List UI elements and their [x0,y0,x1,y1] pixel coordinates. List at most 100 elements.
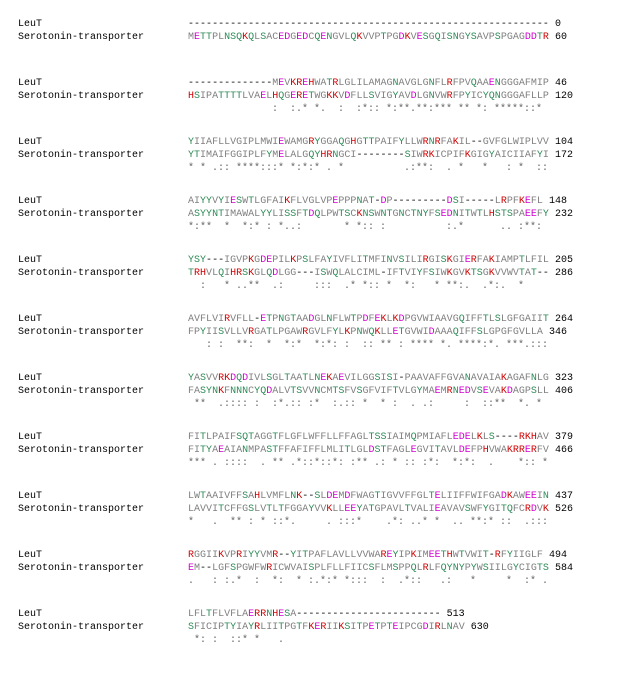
consensus-symbols: *: : ::* * . [188,634,452,647]
sequence-residues: FITLPAIFSQTAGGTFLGFLWFFLLFFAGLTSSIAIMQPM… [188,431,573,444]
sequence-name: LeuT [18,608,188,621]
consensus-row: *: : ::* * . [18,634,608,647]
sequence-residues: TRHVLQIHRSKGLQDLGG---ISWQLALCIML-IFTVIYF… [188,267,573,280]
sequence-name: Serotonin-transporter [18,267,188,280]
sequence-row: Serotonin-transporterEM--LGFSPGWFWRICWVA… [18,562,608,575]
alignment-block: LeuT------------------------------------… [18,18,608,57]
sequence-row: LeuTYSY---IGVPKGDEPILKPSLFAYIVFLITMFINVS… [18,254,608,267]
sequence-row: Serotonin-transporterFASYNKFNNNCYQDALVTS… [18,385,608,398]
consensus-symbols: * * .:: ****:::* *:*:* . * .:**: . * * :… [188,162,548,175]
sequence-residues: YIIAFLLVGIPLMWIEWAMGRYGGAQGHGTTPAIFYLLWR… [188,136,573,149]
sequence-residues: AIYYVYIESWTLGFAIKFLVGLVPEPPPNAT-DP------… [188,195,567,208]
sequence-row: Serotonin-transporterTRHVLQIHRSKGLQDLGG-… [18,267,608,280]
consensus-row: : : **: * *:* *:*: : :: ** : **** *. ***… [18,339,608,352]
sequence-residues: LFLTFLVFLAERRNHESA----------------------… [188,608,465,621]
sequence-residues: AVFLVIRVFLL-ETPNGTAADGLNFLWTPDFEKLKDPGVW… [188,313,573,326]
consensus-row: * * .:: ****:::* *:*:* . * .:**: . * * :… [18,162,608,175]
sequence-name: Serotonin-transporter [18,503,188,516]
sequence-row: LeuTLWTAAIVFFSAHLVMFLNK--SLDEMDFWAGTIGVV… [18,490,608,503]
consensus-symbols: : :.* *. : :*:: *:**.**:*** ** *: *****:… [188,103,542,116]
sequence-name: Serotonin-transporter [18,444,188,457]
sequence-residues: YTIMAIFGGIPLFYMELALGQYHRNGCI--------SIWR… [188,149,573,162]
sequence-name: Serotonin-transporter [18,385,188,398]
sequence-name: LeuT [18,313,188,326]
sequence-name: LeuT [18,195,188,208]
sequence-residues: LWTAAIVFFSAHLVMFLNK--SLDEMDFWAGTIGVVFFGL… [188,490,573,503]
sequence-name: LeuT [18,431,188,444]
alignment-block: LeuTYSY---IGVPKGDEPILKPSLFAYIVFLITMFINVS… [18,254,608,293]
sequence-row: LeuT--------------MEVKREHWATRLGLILAMAGNA… [18,77,608,90]
sequence-name: LeuT [18,136,188,149]
consensus-row [18,44,608,57]
sequence-residues: LAVVITCFFGSLVTLTFGGAYVVKLLEEYATGPAVLTVAL… [188,503,573,516]
consensus-row: * . ** : * ::*. . :::* .*: ..* * .. **:*… [18,516,608,529]
sequence-name: Serotonin-transporter [18,149,188,162]
consensus-row: : :.* *. : :*:: *:**.**:*** ** *: *****:… [18,103,608,116]
alignment-block: LeuT--------------MEVKREHWATRLGLILAMAGNA… [18,77,608,116]
sequence-row: LeuT------------------------------------… [18,18,608,31]
consensus-symbols: * . ** : * ::*. . :::* .*: ..* * .. **:*… [188,516,554,529]
sequence-row: Serotonin-transporterASYYNTIMAWALYYLISSF… [18,208,608,221]
consensus-row: ** .:::: : :*.:: :* :.:: * * : . .: : ::… [18,398,608,411]
consensus-row: *:** * *:* : *..: * *:: : :.* .. :**: [18,221,608,234]
sequence-residues: FPYIISVLLVRGATLPGAWRGVLFYLKPNWQKLLETGVWI… [188,326,567,339]
alignment-block: LeuTLFLTFLVFLAERRNHESA------------------… [18,608,608,647]
sequence-name: Serotonin-transporter [18,31,188,44]
consensus-row: . : :.* : *: * :.*:* *::: : .*:: .: * * … [18,575,608,588]
consensus-row: : * ..** .: ::: .* *:: * *: * **:. .*:. … [18,280,608,293]
alignment-block: LeuTAIYYVYIESWTLGFAIKFLVGLVPEPPPNAT-DP--… [18,195,608,234]
consensus-row: *** . :::: . ** .*::*::*: :** .: * :: :*… [18,457,608,470]
sequence-row: Serotonin-transporterHSIPATTTTLVAELHQGER… [18,90,608,103]
consensus-symbols: . : :.* : *: * :.*:* *::: : .*:: .: * * … [188,575,548,588]
alignment-block: LeuTRGGIIKVPRIYYVMR--YITPAFLAVLLVVWAREYI… [18,549,608,588]
sequence-name: LeuT [18,18,188,31]
alignment-block: LeuTYIIAFLLVGIPLMWIEWAMGRYGGAQGHGTTPAIFY… [18,136,608,175]
sequence-residues: EM--LGFSPGWFWRICWVAISPLFLLFIICSFLMSPPQLR… [188,562,573,575]
sequence-row: Serotonin-transporterFPYIISVLLVRGATLPGAW… [18,326,608,339]
sequence-residues: FASYNKFNNNCYQDALVTSVVNCMTSFVSGFVIFTVLGYM… [188,385,573,398]
alignment-block: LeuTAVFLVIRVFLL-ETPNGTAADGLNFLWTPDFEKLKD… [18,313,608,352]
sequence-name: LeuT [18,77,188,90]
sequence-row: Serotonin-transporterLAVVITCFFGSLVTLTFGG… [18,503,608,516]
consensus-symbols: *:** * *:* : *..: * *:: : :.* .. :**: [188,221,548,234]
sequence-residues: FITYAEAIANMPASTFFAFIFFLMLITLGLDSTFAGLEGV… [188,444,573,457]
sequence-name: LeuT [18,372,188,385]
sequence-name: LeuT [18,254,188,267]
consensus-symbols: : * ..** .: ::: .* *:: * *: * **:. .*:. … [188,280,548,293]
sequence-residues: RGGIIKVPRIYYVMR--YITPAFLAVLLVVWAREYIPKIM… [188,549,567,562]
sequence-row: LeuTAVFLVIRVFLL-ETPNGTAADGLNFLWTPDFEKLKD… [18,313,608,326]
consensus-symbols [188,44,548,57]
sequence-name: Serotonin-transporter [18,90,188,103]
sequence-residues: HSIPATTTTLVAELHQGERETWGKKVDFLLSVIGYAVDLG… [188,90,573,103]
sequence-row: LeuTLFLTFLVFLAERRNHESA------------------… [18,608,608,621]
consensus-symbols: *** . :::: . ** .*::*::*: :** .: * :: :*… [188,457,548,470]
alignment-block: LeuTFITLPAIFSQTAGGTFLGFLWFFLLFFAGLTSSIAI… [18,431,608,470]
sequence-residues: ----------------------------------------… [188,18,561,31]
alignment-block: LeuTLWTAAIVFFSAHLVMFLNK--SLDEMDFWAGTIGVV… [18,490,608,529]
sequence-row: Serotonin-transporterFITYAEAIANMPASTFFAF… [18,444,608,457]
sequence-name: Serotonin-transporter [18,621,188,634]
sequence-row: LeuTAIYYVYIESWTLGFAIKFLVGLVPEPPPNAT-DP--… [18,195,608,208]
sequence-residues: --------------MEVKREHWATRLGLILAMAGNAVGLG… [188,77,567,90]
sequence-row: LeuTYASVVRKDQDIVLSGLTAATLNEKAEVILGGSISI-… [18,372,608,385]
sequence-row: Serotonin-transporterSFICIPTYIAYRLIITPGT… [18,621,608,634]
sequence-row: Serotonin-transporterYTIMAIFGGIPLFYMELAL… [18,149,608,162]
sequence-name: LeuT [18,549,188,562]
sequence-name: Serotonin-transporter [18,208,188,221]
sequence-row: LeuTRGGIIKVPRIYYVMR--YITPAFLAVLLVVWAREYI… [18,549,608,562]
sequence-name: Serotonin-transporter [18,562,188,575]
sequence-row: LeuTYIIAFLLVGIPLMWIEWAMGRYGGAQGHGTTPAIFY… [18,136,608,149]
sequence-residues: YSY---IGVPKGDEPILKPSLFAYIVFLITMFINVSILIR… [188,254,573,267]
sequence-row: LeuTFITLPAIFSQTAGGTFLGFLWFFLLFFAGLTSSIAI… [18,431,608,444]
sequence-residues: SFICIPTYIAYRLIITPGTFKERIIKSITPETPTEIPCGD… [188,621,489,634]
sequence-name: Serotonin-transporter [18,326,188,339]
alignment-block: LeuTYASVVRKDQDIVLSGLTAATLNEKAEVILGGSISI-… [18,372,608,411]
sequence-row: Serotonin-transporterMETTPLNSQKQLSACEDGE… [18,31,608,44]
sequence-name: LeuT [18,490,188,503]
consensus-symbols: : : **: * *:* *:*: : :: ** : **** *. ***… [188,339,554,352]
sequence-residues: YASVVRKDQDIVLSGLTAATLNEKAEVILGGSISI-PAAV… [188,372,573,385]
sequence-residues: ASYYNTIMAWALYYLISSFTDQLPWTSCKNSWNTGNCTNY… [188,208,573,221]
consensus-symbols: ** .:::: : :*.:: :* :.:: * * : . .: : ::… [188,398,554,411]
sequence-alignment: LeuT------------------------------------… [18,18,608,647]
sequence-residues: METTPLNSQKQLSACEDGEDCQENGVLQKVVPTPGDKVES… [188,31,567,44]
